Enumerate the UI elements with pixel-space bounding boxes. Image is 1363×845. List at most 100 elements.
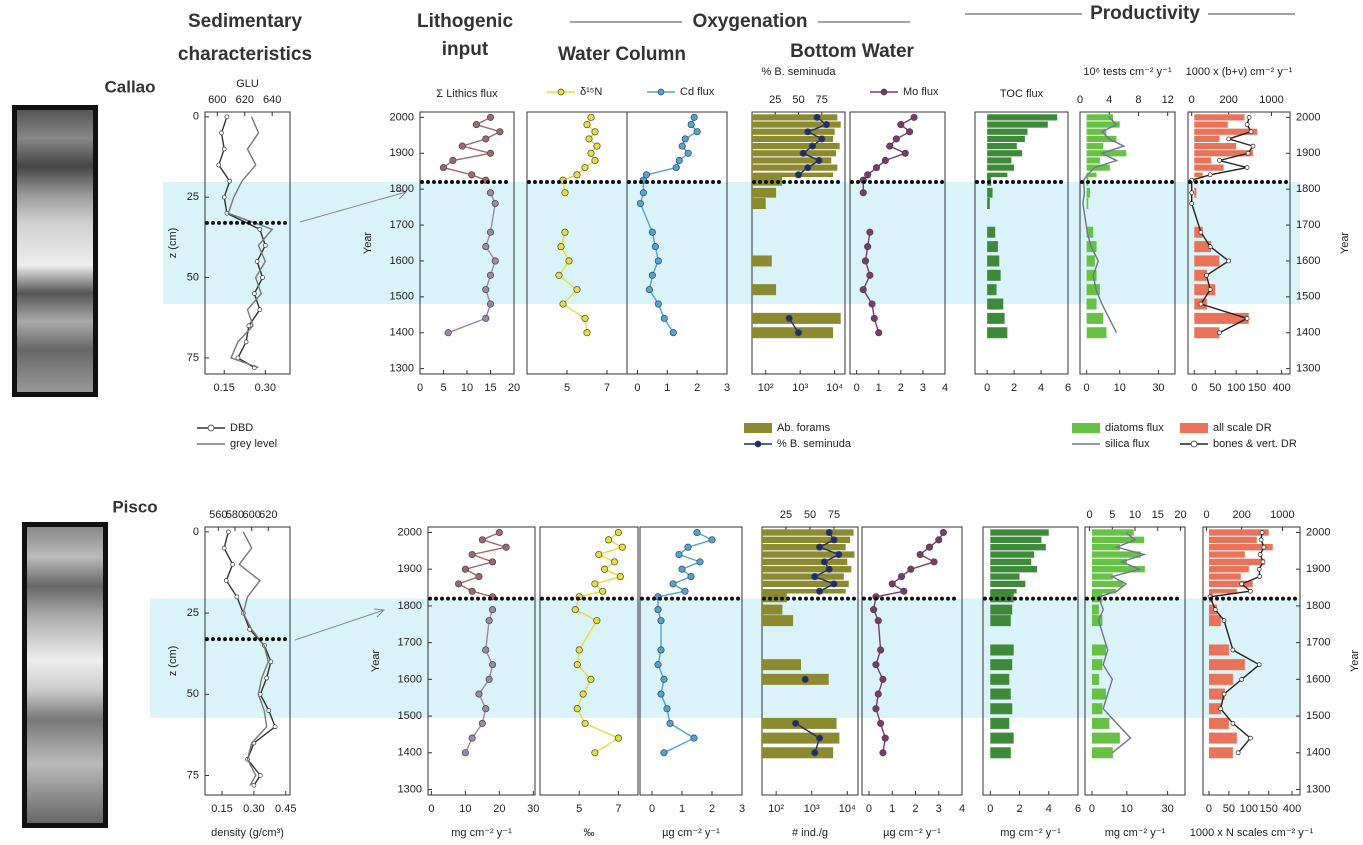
legend-swatch — [558, 89, 564, 95]
point — [258, 774, 262, 778]
bar — [1209, 573, 1241, 579]
y-tick-label: 1800 — [1296, 183, 1320, 195]
bar — [990, 733, 1013, 744]
point — [263, 243, 267, 247]
bar — [1194, 157, 1211, 163]
bar — [762, 566, 851, 572]
shaded-period — [163, 182, 1300, 304]
bar — [987, 150, 1022, 156]
bar — [1209, 551, 1245, 557]
point — [1251, 144, 1255, 148]
legend-label: silica flux — [1105, 438, 1150, 450]
point — [487, 301, 493, 307]
point — [222, 546, 226, 550]
point — [601, 566, 607, 572]
x-tick-label: 1 — [876, 382, 882, 394]
point — [646, 286, 652, 292]
bar — [1209, 566, 1249, 572]
point — [556, 272, 562, 278]
point — [1261, 560, 1265, 564]
x-tick-label: 5 — [440, 382, 446, 394]
point — [880, 676, 886, 682]
point — [836, 551, 842, 557]
bar — [990, 615, 1010, 626]
point — [691, 735, 697, 741]
point — [809, 143, 815, 149]
bar — [1092, 733, 1120, 744]
bar — [990, 529, 1048, 535]
bar — [762, 747, 833, 758]
x-axis-label: 1000 x N scales cm⁻² y⁻¹ — [1190, 827, 1314, 839]
point — [1219, 707, 1223, 711]
point — [594, 143, 600, 149]
x-tick-label: 0.30 — [255, 382, 276, 394]
point — [860, 190, 866, 196]
point — [1208, 173, 1212, 177]
x-tick-label: 4 — [942, 382, 948, 394]
point — [676, 551, 682, 557]
point — [1190, 191, 1194, 195]
y-tick-label: 50 — [187, 271, 199, 283]
legend-label: % B. seminuda — [777, 438, 852, 450]
point — [1240, 677, 1244, 681]
point — [592, 750, 598, 756]
top-tick-label: 0 — [1077, 94, 1083, 106]
point — [1248, 589, 1252, 593]
point — [247, 324, 251, 328]
point — [1245, 166, 1249, 170]
point — [487, 229, 493, 235]
point — [826, 566, 832, 572]
bar — [752, 198, 766, 209]
point — [462, 750, 468, 756]
legend-label: DBD — [230, 422, 253, 434]
x-tick-label: 10 — [1121, 803, 1133, 815]
y-tick-label: 1900 — [390, 147, 414, 159]
y-tick-label: 1500 — [1296, 291, 1320, 303]
point — [469, 588, 475, 594]
bar — [762, 559, 847, 565]
x-tick-label: 150 — [1260, 803, 1278, 815]
point — [873, 164, 879, 170]
bar — [987, 165, 1014, 171]
y-tick-label: 1500 — [1306, 710, 1330, 722]
y-tick-label: 75 — [187, 352, 199, 364]
point — [697, 559, 703, 565]
bar — [990, 747, 1010, 758]
point — [876, 330, 882, 336]
point — [483, 706, 489, 712]
point — [486, 676, 492, 682]
top-tick-label: 8 — [1135, 94, 1141, 106]
point — [1248, 736, 1252, 740]
point — [1217, 331, 1221, 335]
x-tick-label: 30 — [1161, 803, 1173, 815]
point — [450, 157, 456, 163]
top-tick-label: 50 — [792, 94, 804, 106]
x-tick-label: 0 — [428, 803, 434, 815]
point — [1246, 151, 1250, 155]
x-axis-label: mg cm⁻² y⁻¹ — [1000, 827, 1061, 839]
point — [574, 706, 580, 712]
point — [802, 676, 808, 682]
legend-label: grey level — [230, 438, 277, 450]
bar — [762, 674, 829, 685]
point — [580, 691, 586, 697]
point — [1231, 648, 1235, 652]
legend-swatch — [1072, 423, 1100, 433]
y-tick-label: 0 — [193, 111, 199, 123]
bar — [1194, 143, 1236, 149]
legend-label: all scale DR — [1213, 422, 1272, 434]
legend-swatch — [1180, 423, 1208, 433]
shaded-bands — [150, 182, 1300, 718]
y-tick-label: 2000 — [1306, 526, 1330, 538]
x-tick-label: 0.30 — [243, 803, 264, 815]
point — [476, 573, 482, 579]
x-tick-label: 1 — [889, 803, 895, 815]
bar — [1209, 537, 1257, 543]
point — [1258, 575, 1262, 579]
header: Water Column — [558, 44, 686, 65]
point — [871, 315, 877, 321]
point — [911, 114, 917, 120]
legend-label: Mo flux — [903, 86, 939, 98]
shaded-period — [150, 599, 1300, 718]
bar — [1092, 605, 1099, 615]
